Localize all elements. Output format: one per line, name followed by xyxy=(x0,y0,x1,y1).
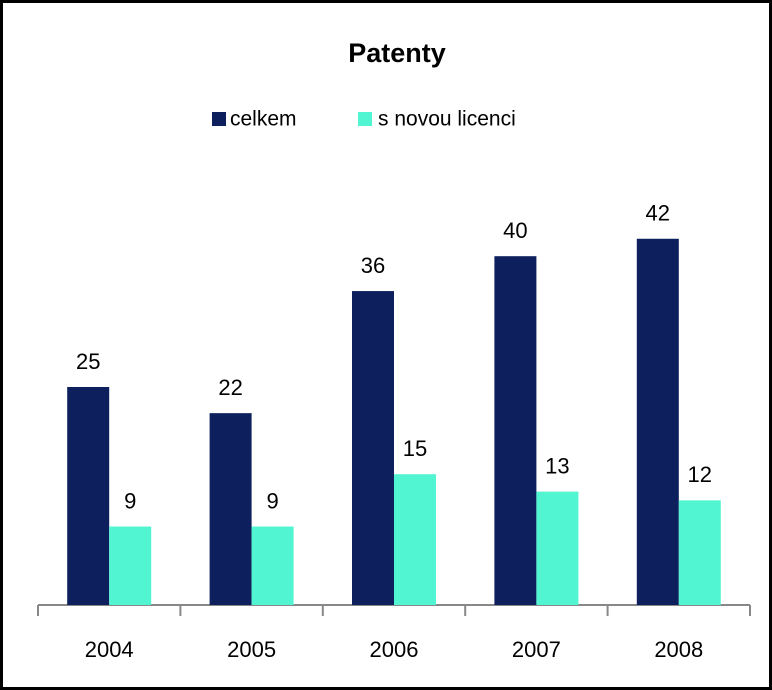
data-label: 42 xyxy=(646,201,670,226)
x-tick-label: 2005 xyxy=(227,637,276,662)
x-tick-label: 2008 xyxy=(654,637,703,662)
data-label: 13 xyxy=(545,453,569,478)
data-label: 40 xyxy=(503,218,527,243)
bar xyxy=(536,491,579,605)
x-tick-label: 2006 xyxy=(370,637,419,662)
legend-swatch xyxy=(212,112,226,126)
data-label: 15 xyxy=(403,436,427,461)
bar xyxy=(394,474,436,605)
bar xyxy=(209,413,252,605)
bar xyxy=(109,526,152,605)
legend-label: s novou licenci xyxy=(378,108,516,131)
bar xyxy=(251,526,294,605)
legend-label: celkem xyxy=(230,108,297,131)
data-label: 12 xyxy=(688,462,712,487)
data-label: 36 xyxy=(361,253,385,278)
x-tick-label: 2007 xyxy=(512,637,561,662)
bar xyxy=(636,238,679,605)
x-tick-label: 2004 xyxy=(85,637,134,662)
bar xyxy=(352,291,394,605)
data-label: 25 xyxy=(76,349,100,374)
bar xyxy=(67,387,110,605)
data-label: 9 xyxy=(124,488,136,513)
data-label: 22 xyxy=(218,375,242,400)
legend-swatch xyxy=(358,112,372,126)
chart-title: Patenty xyxy=(348,38,446,68)
bar xyxy=(678,500,721,605)
data-label: 9 xyxy=(266,488,278,513)
bar xyxy=(494,256,537,605)
